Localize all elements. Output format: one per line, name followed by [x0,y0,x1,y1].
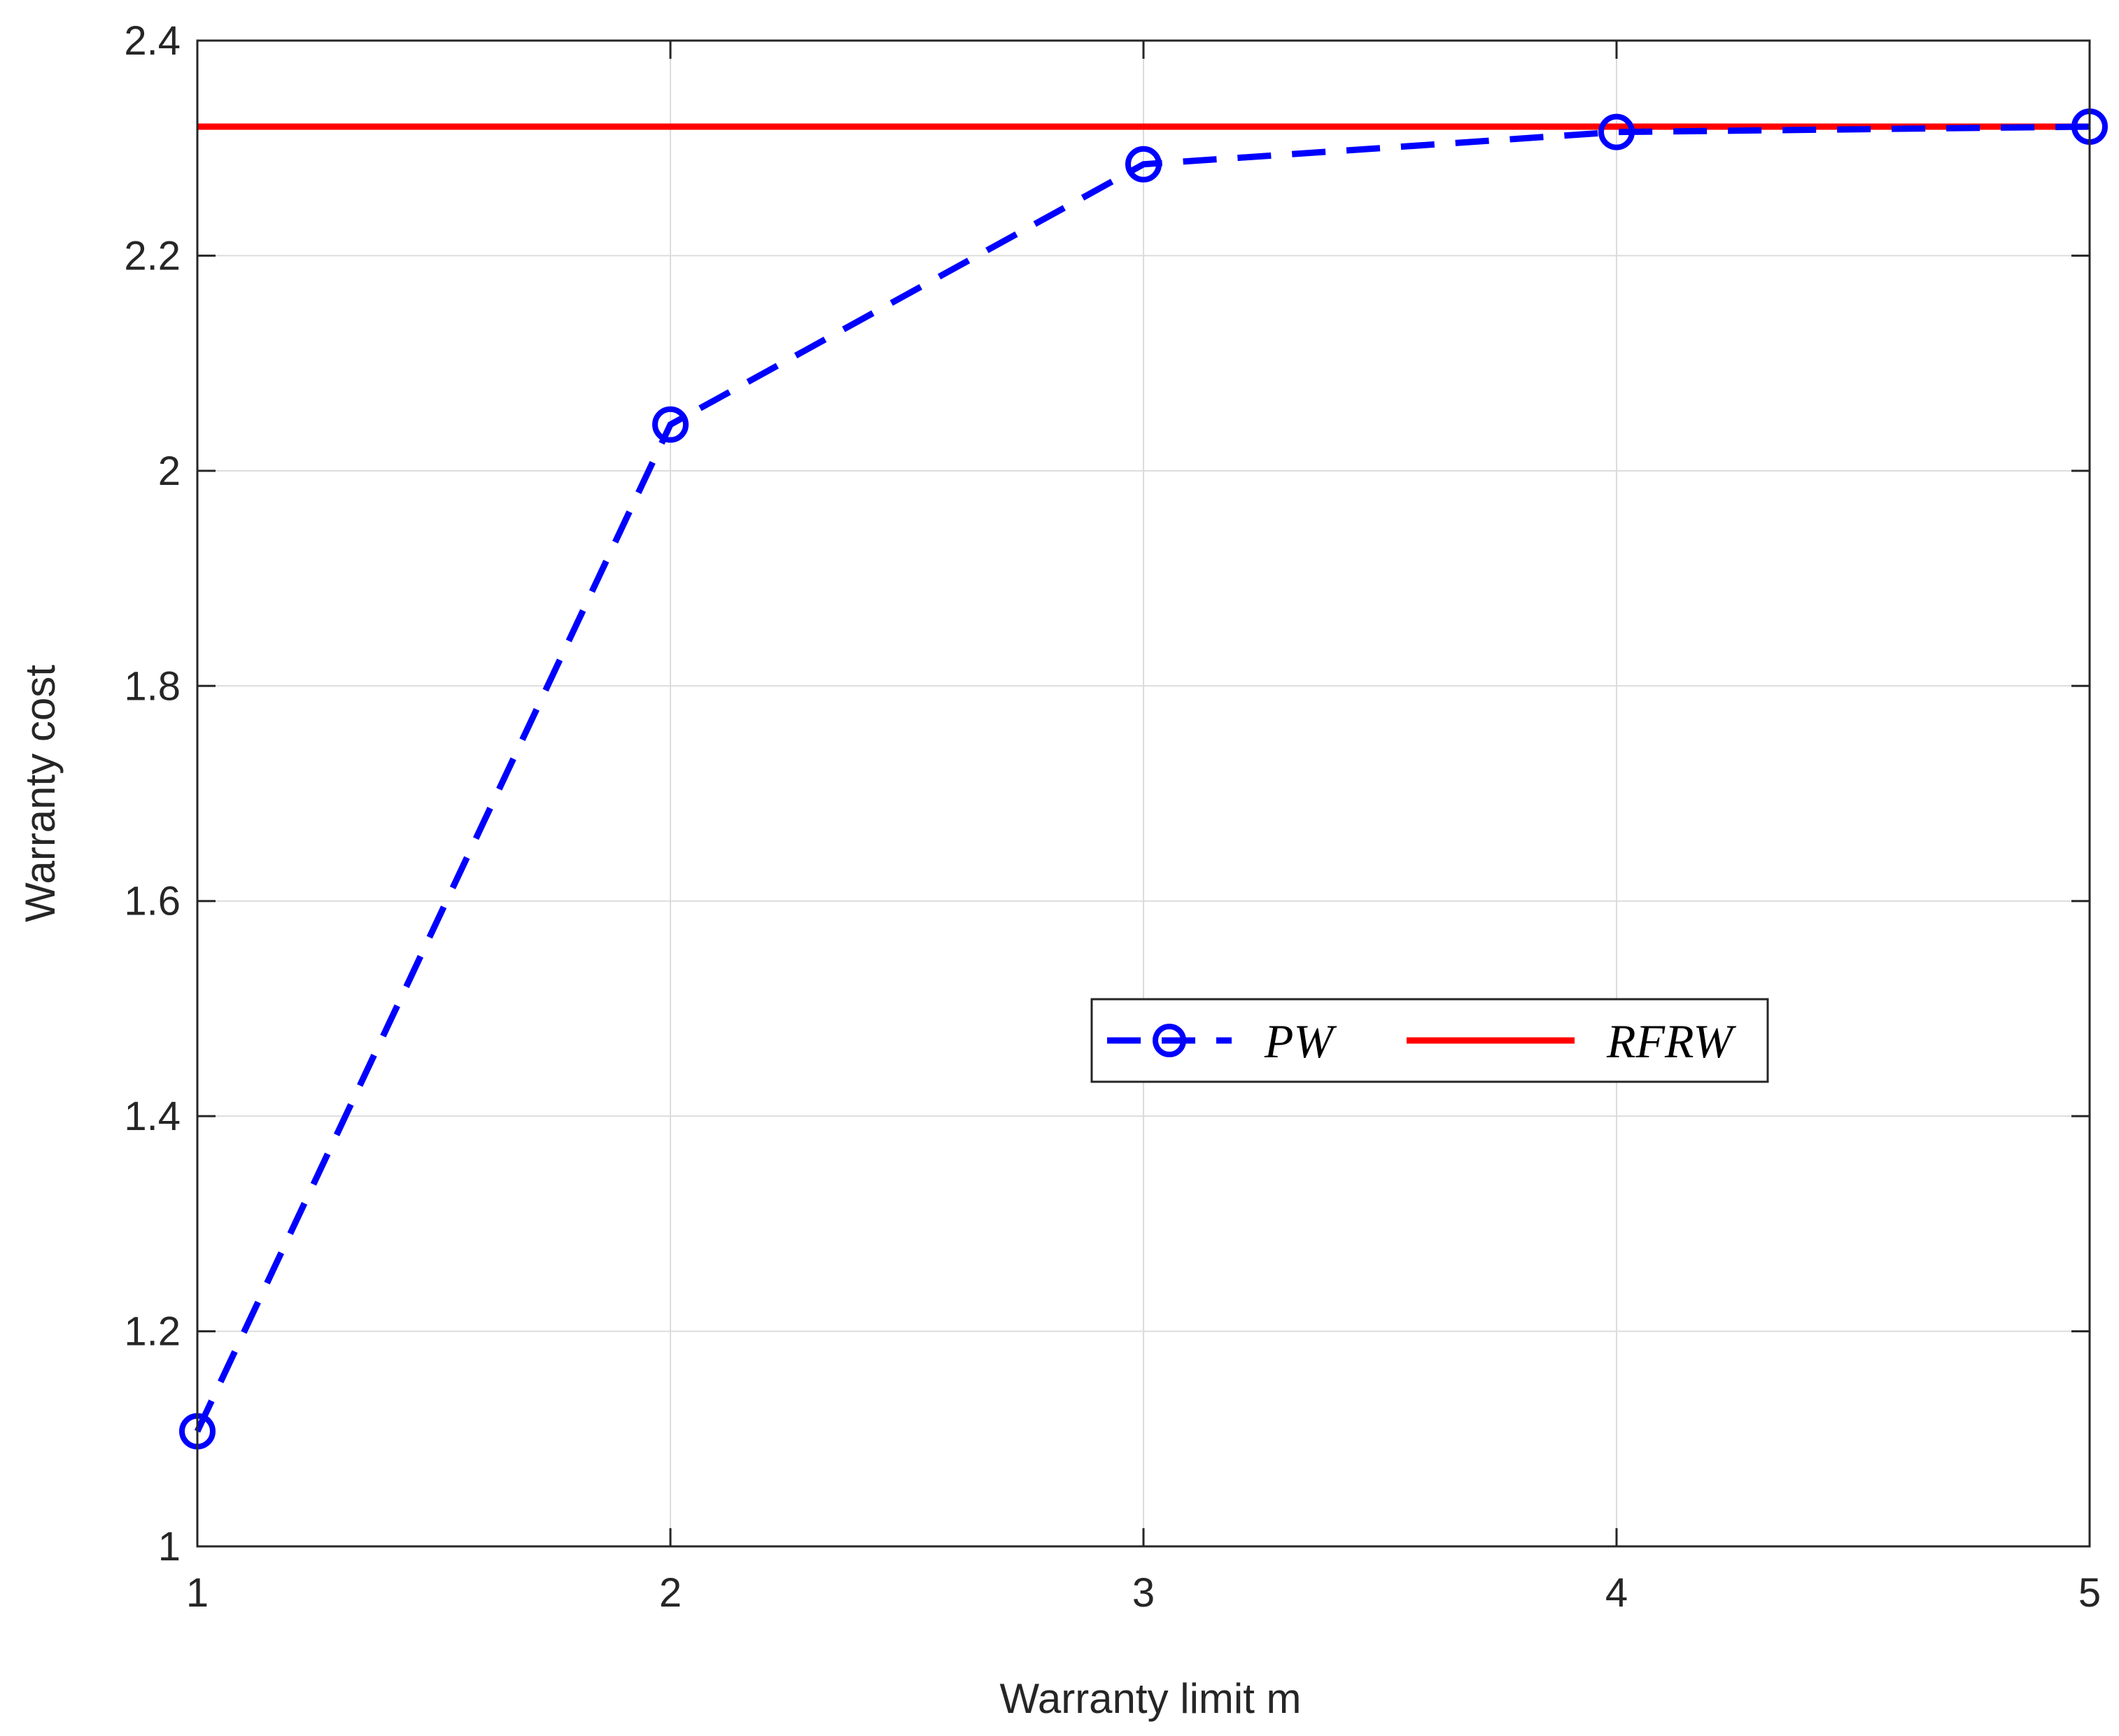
legend-label-pw: PW [1264,1015,1337,1068]
x-tick-label: 2 [659,1570,682,1616]
x-tick-label: 1 [186,1570,209,1616]
series-pw-point [1125,146,1162,183]
series-layer [179,108,2108,1450]
series-pw-point [652,406,689,443]
x-tick-label: 5 [2078,1570,2101,1616]
legend-label-rfrw: RFRW [1606,1015,1736,1068]
x-tick-label: 4 [1605,1570,1628,1616]
y-tick-label: 1.4 [124,1094,181,1139]
legend: PW RFRW [1090,998,1769,1083]
x-axis-label: Warranty limit m [999,1675,1301,1722]
y-tick-label: 2.4 [124,18,181,64]
series-pw-point [1598,113,1635,150]
y-tick-label: 1.8 [124,663,181,709]
legend-marker-pw [1153,1024,1186,1057]
y-axis-label: Warranty cost [17,665,64,922]
axis-ticks: 1 2 3 4 5 1 1.2 1.4 1.6 1.8 2 2.2 2.4 [124,18,2101,1616]
y-tick-label: 1.6 [124,879,181,924]
series-pw-line [194,123,2090,1433]
x-tick-label: 3 [1132,1570,1155,1616]
y-tick-label: 1 [158,1524,181,1569]
grid-lines [197,40,2090,1547]
y-tick-label: 2 [158,449,181,494]
y-tick-label: 2.2 [124,233,181,278]
y-tick-label: 1.2 [124,1309,181,1355]
